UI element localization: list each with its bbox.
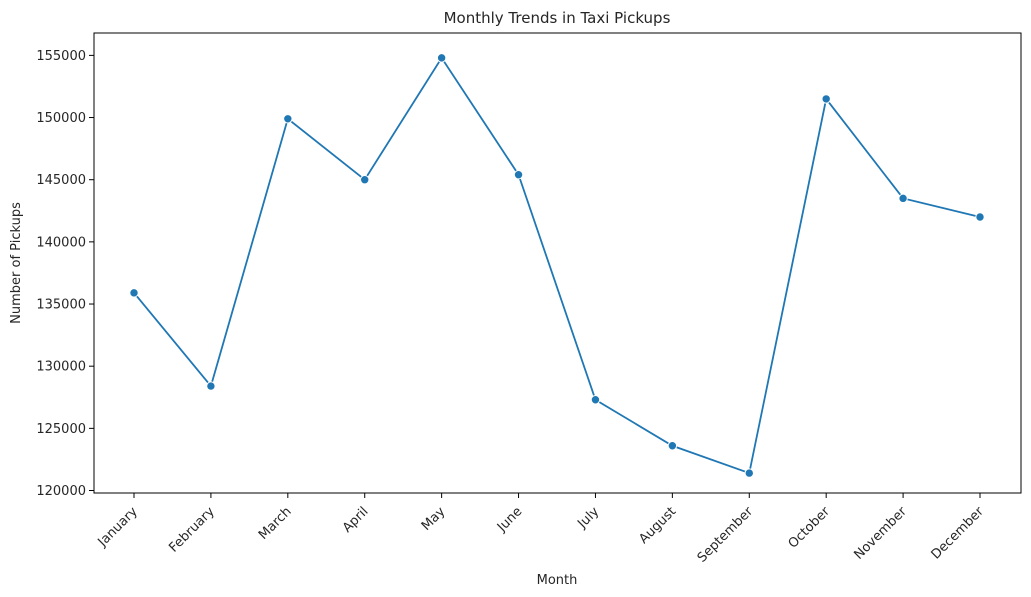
data-point-february: [206, 381, 216, 391]
data-point-april: [360, 175, 370, 185]
y-axis-title: Number of Pickups: [9, 202, 24, 324]
y-tick-label: 135000: [36, 298, 86, 313]
series-points: [129, 53, 985, 478]
x-tick-label: April: [340, 504, 372, 536]
data-point-may: [436, 53, 447, 63]
data-point-june: [513, 170, 524, 180]
chart-title: Monthly Trends in Taxi Pickups: [444, 9, 671, 27]
x-tick-label: August: [636, 504, 679, 547]
y-tick-label: 155000: [36, 49, 86, 64]
x-tick-label: July: [574, 504, 602, 532]
y-tick-label: 120000: [36, 484, 86, 499]
x-tick-label: September: [695, 504, 757, 566]
x-tick-label: March: [256, 504, 295, 543]
y-tick-label: 150000: [36, 111, 86, 126]
data-point-september: [744, 468, 754, 478]
data-point-november: [898, 193, 908, 204]
y-axis: 120000 125000 130000 135000 140000 145000 1500…: [36, 49, 94, 499]
data-point-august: [667, 441, 678, 451]
y-tick-label: 125000: [36, 422, 86, 437]
data-point-december: [975, 212, 985, 222]
x-axis-title: Month: [537, 573, 578, 588]
x-tick-label: June: [494, 504, 525, 535]
data-point-march: [283, 114, 293, 124]
y-tick-label: 140000: [36, 235, 86, 250]
x-tick-label: November: [851, 504, 910, 563]
y-tick-label: 130000: [36, 360, 86, 375]
plot-area-frame: [93, 32, 1022, 494]
x-axis: January February March April May June July Augu…: [95, 493, 988, 566]
x-tick-label: February: [166, 504, 218, 556]
y-tick-label: 145000: [36, 173, 86, 188]
data-point-january: [129, 288, 139, 298]
series-line: [133, 56, 981, 475]
x-tick-label: October: [786, 504, 834, 552]
x-tick-label: December: [929, 504, 988, 563]
data-point-october: [821, 94, 831, 104]
x-tick-label: January: [95, 504, 141, 550]
x-tick-label: May: [419, 504, 449, 534]
data-point-july: [590, 395, 601, 405]
